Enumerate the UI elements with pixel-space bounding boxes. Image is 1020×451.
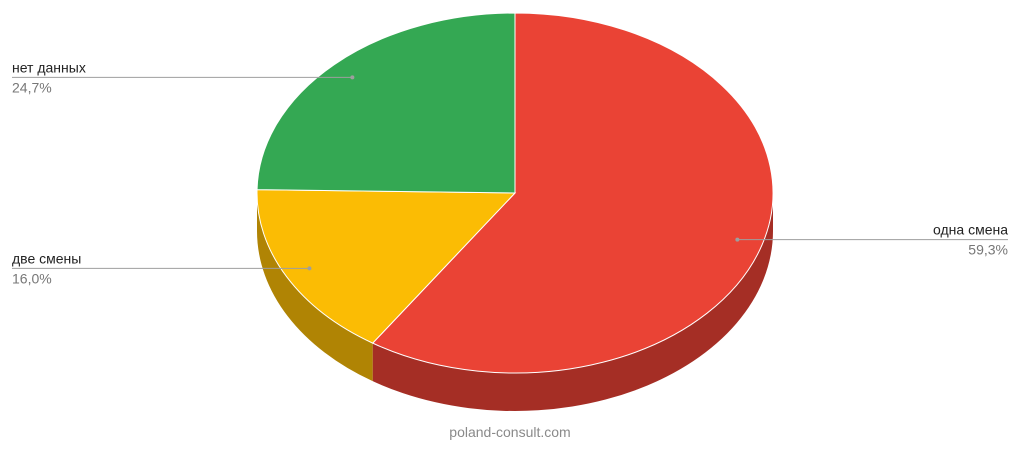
slice-label-нет-данных: нет данных <box>12 59 86 75</box>
leader-dot-нет-данных <box>350 75 355 80</box>
watermark: poland-consult.com <box>449 424 571 440</box>
slice-label-две-смены: две смены <box>12 250 81 266</box>
leader-dot-одна-смена <box>735 237 740 242</box>
slice-value-две-смены: 16,0% <box>12 270 52 286</box>
pie-slice-одна-смена[interactable] <box>371 12 774 374</box>
slice-label-одна-смена: одна смена <box>933 222 1008 238</box>
pie-slice-две-смены[interactable] <box>256 189 517 344</box>
slice-value-нет-данных: 24,7% <box>12 79 52 95</box>
leader-dot-две-смены <box>307 266 312 271</box>
slice-value-одна-смена: 59,3% <box>968 242 1008 258</box>
pie-side-одна-смена <box>372 193 773 412</box>
pie-slice-нет-данных[interactable] <box>256 12 516 194</box>
pie-side-две-смены <box>257 193 373 382</box>
